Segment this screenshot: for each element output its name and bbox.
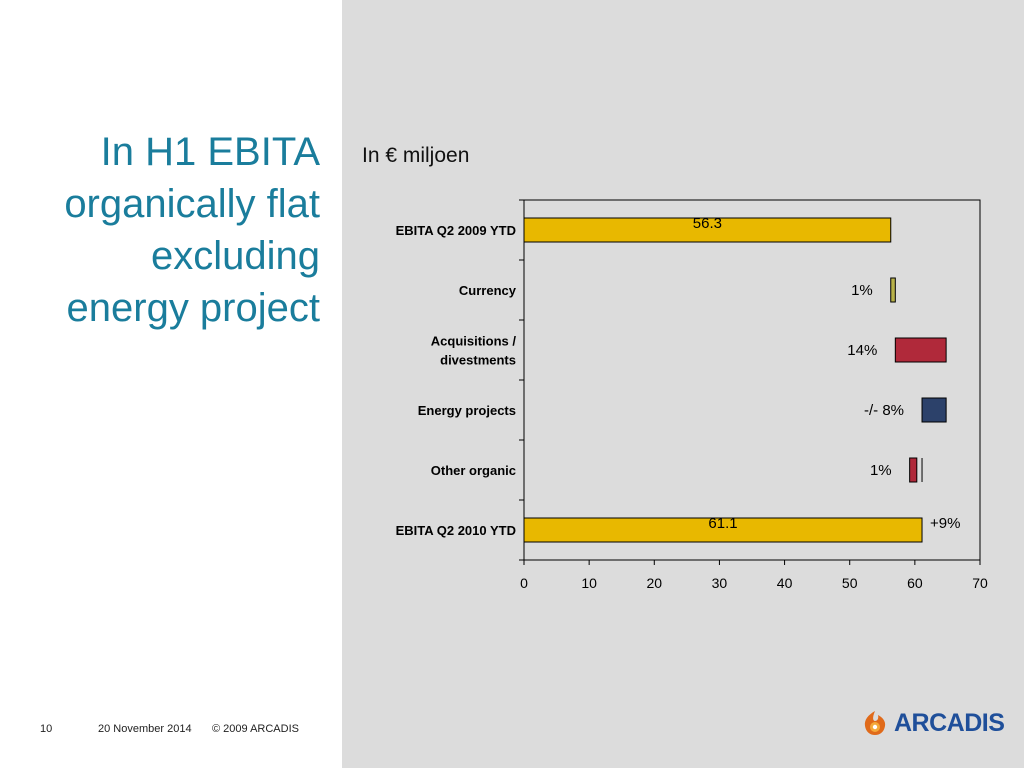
category-label: Energy projects bbox=[418, 403, 516, 418]
data-label: 1% bbox=[851, 282, 873, 299]
category-label: Acquisitions / bbox=[431, 334, 517, 349]
slide-title: In H1 EBITA organically flat excluding e… bbox=[0, 126, 320, 334]
category-label: EBITA Q2 2010 YTD bbox=[396, 523, 516, 538]
data-label: 1% bbox=[870, 462, 892, 479]
arcadis-logo: ARCADIS bbox=[862, 708, 1005, 738]
change-label: +9% bbox=[930, 515, 960, 532]
footer-copyright: © 2009 ARCADIS bbox=[212, 723, 299, 735]
x-tick-label: 50 bbox=[842, 575, 858, 591]
bar bbox=[921, 397, 947, 423]
x-tick-label: 30 bbox=[712, 575, 728, 591]
bar bbox=[890, 277, 896, 303]
bar bbox=[894, 337, 947, 363]
category-label: EBITA Q2 2009 YTD bbox=[396, 223, 516, 238]
logo-text: ARCADIS bbox=[894, 708, 1005, 737]
data-label: -/- 8% bbox=[864, 402, 904, 419]
arcadis-flame-icon bbox=[864, 711, 886, 735]
x-tick-label: 70 bbox=[972, 575, 988, 591]
plot-frame bbox=[523, 199, 981, 561]
data-label: 56.3 bbox=[693, 215, 722, 232]
bar bbox=[909, 457, 918, 483]
data-label: 61.1 bbox=[708, 515, 737, 532]
chart-panel-background bbox=[342, 0, 1024, 768]
title-line-1: In H1 EBITA bbox=[100, 130, 320, 174]
footer-date: 20 November 2014 bbox=[98, 723, 192, 735]
category-label: Other organic bbox=[431, 463, 516, 478]
page-number: 10 bbox=[40, 723, 53, 735]
bar bbox=[523, 217, 892, 243]
title-line-3: excluding bbox=[150, 234, 320, 278]
x-tick-label: 40 bbox=[777, 575, 793, 591]
category-label: divestments bbox=[440, 353, 516, 368]
x-tick-label: 0 bbox=[520, 575, 528, 591]
title-line-4: energy project bbox=[66, 286, 320, 330]
x-tick-label: 10 bbox=[581, 575, 597, 591]
x-tick-label: 60 bbox=[907, 575, 923, 591]
x-tick-label: 20 bbox=[646, 575, 662, 591]
unit-label: In € miljoen bbox=[362, 144, 470, 167]
title-line-2: organically flat bbox=[64, 182, 320, 226]
bar bbox=[523, 517, 923, 543]
data-label: 14% bbox=[847, 342, 877, 359]
category-label: Currency bbox=[459, 283, 517, 298]
waterfall-chart: 0 10 20 30 40 50 60 70 EBITA Q2 2009 YTD Currency… bbox=[396, 199, 988, 591]
